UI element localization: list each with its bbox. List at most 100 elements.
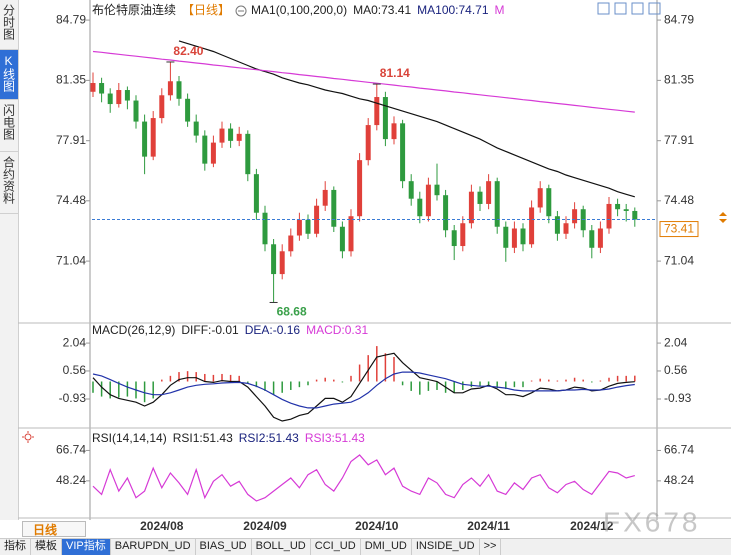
candle-body (494, 181, 500, 227)
candle-body (451, 230, 457, 247)
legend-entry: MA1(0,100,200,0) (251, 3, 347, 17)
candle-body (443, 195, 449, 231)
candle-body (572, 209, 578, 224)
candle-body (331, 189, 337, 227)
tab[interactable]: BIAS_UD (196, 539, 252, 555)
icon[interactable] (631, 2, 644, 15)
legend-entry: DIFF:-0.01 (181, 323, 239, 337)
x-tick-label: 2024/11 (467, 519, 510, 533)
y-tick-label: 48.24 (664, 473, 694, 487)
last-price-label: 73.41 (664, 222, 694, 236)
extreme-label: 68.68 (277, 305, 307, 319)
candle-body (279, 251, 285, 275)
y-tick-label: 0.56 (63, 363, 87, 377)
y-tick-label: 71.04 (56, 253, 86, 267)
period-button[interactable]: 日线 (22, 521, 86, 537)
icon[interactable] (614, 2, 627, 15)
candle-body (348, 216, 354, 252)
panel-title: MACD(26,12,9) (92, 323, 175, 337)
candle-body (468, 191, 474, 224)
candle-body (314, 205, 320, 234)
panel-title: RSI(14,14,14) (92, 431, 167, 445)
y-tick-label: 2.04 (664, 335, 688, 349)
icon[interactable] (648, 2, 661, 15)
y-tick-label: 2.04 (63, 335, 87, 349)
sidebar-tab[interactable]: 闪电图 (0, 100, 18, 152)
candle-body (228, 128, 234, 141)
legend-entry: RSI1:51.43 (173, 431, 233, 445)
toolbar-icons (597, 2, 661, 15)
y-tick-label: 84.79 (664, 12, 694, 26)
candle-body (253, 174, 259, 213)
candle-body (305, 219, 311, 234)
candle-body (185, 98, 191, 122)
panel-title: 布伦特原油连续 (92, 2, 176, 17)
x-tick-label: 2024/12 (570, 519, 614, 533)
candle-body (288, 235, 294, 252)
tab[interactable]: 模板 (31, 539, 62, 555)
tab[interactable]: VIP指标 (62, 539, 111, 555)
candle-body (391, 123, 397, 140)
candle-body (434, 184, 440, 196)
candle-body (425, 184, 431, 217)
candle-body (365, 125, 371, 161)
candle-body (623, 209, 629, 211)
chart: 71.04 71.04 74.48 74.48 77.91 77.91 81.35 81.35… (18, 0, 731, 537)
candle-body (537, 188, 543, 208)
y-tick-label: 81.35 (56, 73, 86, 87)
tab[interactable]: >> (480, 539, 502, 555)
candle-body (142, 121, 148, 157)
candle-body (90, 83, 96, 92)
sidebar-tab[interactable]: 合约资料 (0, 152, 18, 214)
tab[interactable]: BOLL_UD (252, 539, 311, 555)
y-tick-label: 0.56 (664, 363, 688, 377)
y-tick-label: 77.91 (56, 133, 86, 147)
candle-body (357, 160, 363, 217)
y-tick-label: 74.48 (56, 193, 86, 207)
candle-body (116, 90, 122, 105)
candle-body (124, 90, 130, 101)
candle-body (503, 226, 509, 248)
candle-body (322, 189, 328, 206)
candle-body (632, 210, 638, 220)
icon[interactable] (597, 2, 610, 15)
legend-entry: MA100:74.71 (417, 3, 489, 17)
x-tick-label: 2024/08 (140, 519, 184, 533)
tab[interactable]: INSIDE_UD (412, 539, 480, 555)
extreme-label: 82.40 (173, 44, 203, 58)
sidebar-tab[interactable]: K线图 (0, 50, 18, 100)
x-tick-label: 2024/09 (243, 519, 287, 533)
tab[interactable]: 指标 (0, 539, 31, 555)
scroll-arrows[interactable] (719, 212, 727, 223)
y-tick-label: -0.93 (59, 391, 87, 405)
sidebar-tab[interactable]: 分时图 (0, 0, 18, 50)
candle-body (236, 133, 242, 141)
indicator-line (92, 352, 635, 422)
y-tick-label: 74.48 (664, 193, 694, 207)
extreme-label: 81.14 (380, 66, 410, 80)
candle-body (460, 223, 466, 247)
candle-body (408, 181, 414, 199)
candle-body (271, 244, 277, 275)
y-tick-label: -0.93 (664, 391, 692, 405)
x-tick-label: 2024/10 (355, 519, 399, 533)
candle-body (202, 135, 208, 164)
candle-body (382, 97, 388, 140)
legend-entry: DEA:-0.16 (245, 323, 301, 337)
tab[interactable]: CCI_UD (311, 539, 361, 555)
last-price-box (659, 221, 699, 238)
candle-body (615, 203, 621, 210)
candle-body (176, 81, 182, 99)
rsi-settings-icon[interactable] (22, 431, 34, 443)
candle-body (150, 118, 156, 157)
tab[interactable]: DMI_UD (361, 539, 412, 555)
candle-body (159, 95, 165, 119)
candle-body (546, 188, 552, 217)
y-tick-label: 66.74 (664, 443, 694, 457)
candle-body (486, 181, 492, 204)
candle-body (374, 97, 380, 126)
candle-body (417, 198, 423, 217)
indicator-line (92, 50, 635, 113)
tab[interactable]: BARUPDN_UD (111, 539, 196, 555)
